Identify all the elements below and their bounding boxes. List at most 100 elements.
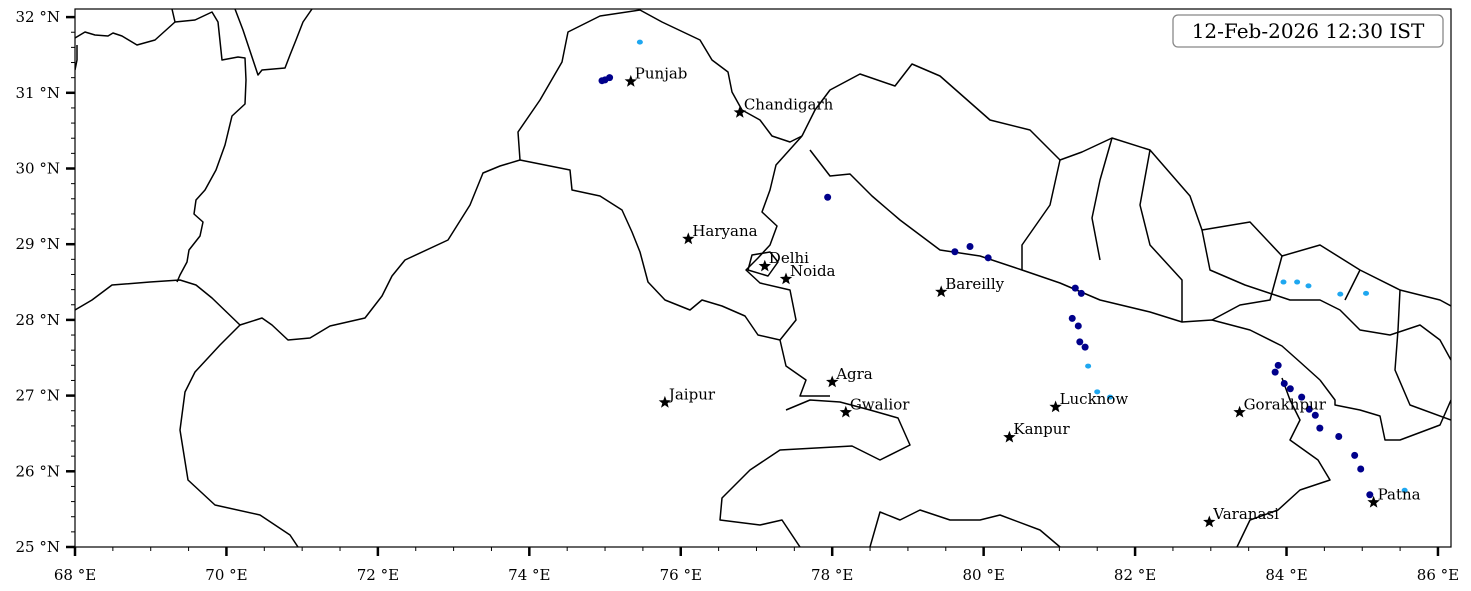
city-label: Punjab (635, 64, 688, 82)
star-marker-icon (1203, 515, 1216, 528)
y-tick-label: 31 °N (16, 84, 60, 102)
precip-cell-light (1094, 389, 1101, 395)
precip-cell-heavy (1366, 491, 1374, 499)
precip-cell-heavy (1305, 405, 1313, 413)
precip-cell-heavy (1074, 322, 1082, 330)
city-varanasi: Varanasi (1203, 505, 1279, 528)
y-tick-label: 27 °N (16, 387, 60, 405)
precip-cell-light (1280, 279, 1287, 285)
star-marker-icon (733, 106, 746, 118)
precip-cell-heavy (951, 248, 959, 256)
precip-cell-heavy (1286, 385, 1294, 393)
precip-cell-heavy (1068, 314, 1076, 322)
x-tick-label: 86 °E (1417, 566, 1459, 584)
city-kanpur: Kanpur (1003, 420, 1070, 443)
precip-cell-light (1363, 290, 1370, 296)
precip-cell-light (1107, 394, 1114, 400)
precip-cell-heavy (1076, 338, 1084, 346)
boundary-line (719, 399, 911, 547)
precip-cell-heavy (824, 193, 832, 201)
boundary-line (517, 9, 803, 161)
star-marker-icon (758, 259, 771, 272)
star-marker-icon (658, 395, 671, 408)
star-marker-icon (826, 375, 839, 388)
precip-cell-heavy (1316, 424, 1324, 432)
boundary-line (1021, 137, 1451, 361)
city-patna: Patna (1367, 485, 1421, 508)
y-tick-label: 29 °N (16, 235, 60, 253)
boundary-line (179, 324, 299, 547)
timestamp-label: 12-Feb-2026 12:30 IST (1192, 19, 1425, 43)
precip-cell-heavy (1351, 451, 1359, 459)
city-label: Gorakhpur (1244, 395, 1327, 413)
boundary-line (801, 63, 1451, 307)
city-delhi: Delhi (758, 249, 809, 272)
precip-cell-light (1337, 291, 1344, 297)
city-gwalior: Gwalior (839, 395, 910, 418)
precip-cell-heavy (1071, 284, 1079, 292)
x-tick-label: 68 °E (54, 566, 96, 584)
plot-frame (74, 8, 1452, 548)
precip-cell-heavy (966, 242, 974, 250)
x-tick-label: 78 °E (811, 566, 853, 584)
city-label: Bareilly (945, 275, 1004, 293)
x-tick-label: 82 °E (1114, 566, 1156, 584)
star-marker-icon (1003, 430, 1016, 443)
precip-cell-heavy (1357, 465, 1365, 473)
x-tick-label: 76 °E (660, 566, 702, 584)
x-tick-label: 70 °E (205, 566, 247, 584)
city-label: Noida (790, 262, 836, 280)
city-label: Jaipur (667, 385, 716, 403)
boundary-line (869, 509, 1061, 547)
y-tick-label: 28 °N (16, 311, 60, 329)
precip-cell-heavy (1311, 411, 1319, 419)
boundary-line (1236, 377, 1451, 547)
precip-cell-light (1294, 279, 1301, 285)
city-label: Varanasi (1212, 505, 1279, 523)
y-tick-label: 30 °N (16, 160, 60, 178)
precip-cell-heavy (1077, 289, 1085, 297)
boundary-line (75, 159, 521, 341)
boundary-line (234, 9, 313, 76)
star-marker-icon (839, 405, 852, 418)
precip-cell-heavy (598, 77, 606, 85)
city-gorakhpur: Gorakhpur (1233, 395, 1327, 418)
precip-cell-heavy (1274, 361, 1282, 369)
city-label: Delhi (769, 249, 809, 267)
precip-cell-heavy (1081, 343, 1089, 351)
star-marker-icon (682, 232, 695, 245)
boundary-line (1211, 255, 1451, 421)
city-noida: Noida (779, 262, 836, 285)
boundary-lines (75, 9, 1451, 547)
precip-cell-heavy (1298, 393, 1306, 401)
star-marker-icon (1233, 405, 1246, 418)
precip-cell-light (1401, 487, 1408, 493)
star-marker-icon (1367, 495, 1380, 508)
city-jaipur: Jaipur (658, 385, 716, 408)
city-label: Haryana (692, 222, 757, 240)
city-bareilly: Bareilly (935, 275, 1005, 298)
city-lucknow: Lucknow (1049, 390, 1129, 413)
city-label: Kanpur (1013, 420, 1070, 438)
star-marker-icon (779, 272, 793, 285)
y-tick-label: 25 °N (16, 538, 60, 556)
x-tick-label: 80 °E (962, 566, 1004, 584)
star-marker-icon (935, 285, 948, 298)
boundary-line (75, 9, 176, 46)
city-agra: Agra (826, 365, 873, 388)
boundary-line (519, 159, 781, 341)
boundary-line (75, 11, 247, 283)
city-label: Lucknow (1060, 390, 1129, 408)
precip-cell-light (1085, 363, 1092, 369)
city-label: Agra (835, 365, 873, 383)
boundary-line (745, 135, 830, 397)
precip-cell-light (1305, 283, 1312, 289)
precip-cell-heavy (1280, 379, 1288, 387)
boundary-line (809, 149, 1321, 381)
city-chandigarh: Chandigarh (733, 95, 834, 118)
precip-cell-heavy (606, 74, 614, 82)
y-tick-label: 32 °N (16, 8, 60, 26)
city-label: Gwalior (850, 395, 910, 413)
